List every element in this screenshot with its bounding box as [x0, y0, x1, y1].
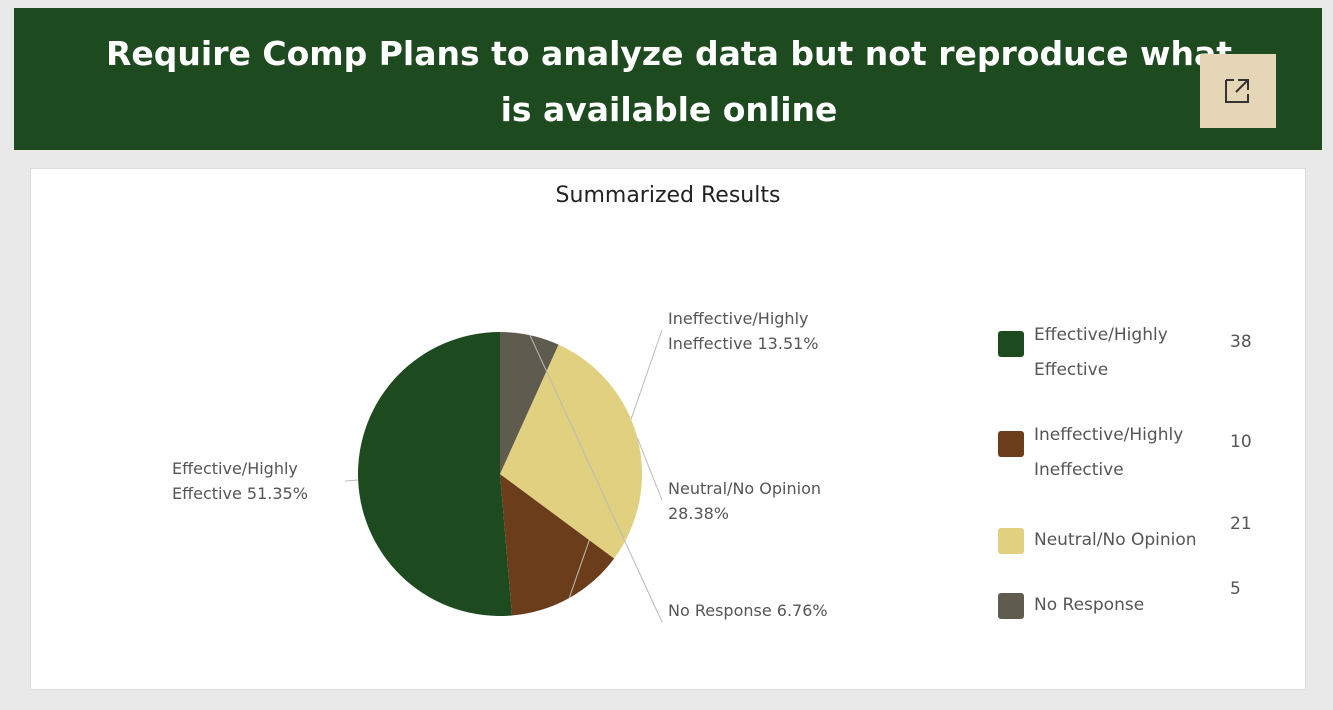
legend-value: 10: [1230, 430, 1252, 455]
pie-slice: [500, 344, 643, 559]
legend-value-text: 10: [1230, 432, 1252, 452]
leader-line: [344, 479, 359, 482]
legend-label: Ineffective/Highly Ineffective: [1034, 418, 1214, 488]
legend-label: Neutral/No Opinion: [1034, 528, 1214, 553]
pie-slice: [500, 332, 559, 474]
legend-value-text: 21: [1230, 514, 1252, 534]
slice-percent: 6.76%: [776, 601, 828, 620]
expand-icon: [1225, 79, 1249, 103]
slice-name: Neutral/No Opinion: [668, 479, 821, 498]
expand-button[interactable]: [1200, 54, 1276, 128]
slice-label: Ineffective/Highly Ineffective 13.51%: [668, 306, 838, 356]
legend-label: Effective/Highly Effective: [1034, 318, 1214, 388]
legend-name: Effective/Highly Effective: [1034, 325, 1168, 380]
legend-name: Neutral/No Opinion: [1034, 530, 1197, 550]
slice-percent: 28.38%: [668, 504, 730, 523]
legend-label: No Response: [1034, 593, 1214, 618]
legend-value: 21: [1230, 512, 1252, 537]
legend-swatch: [998, 528, 1024, 554]
slice-name: Ineffective/Highly Ineffective: [668, 309, 809, 353]
legend-name: No Response: [1034, 595, 1145, 615]
legend-swatch: [998, 331, 1024, 357]
slice-percent: 51.35%: [246, 484, 308, 503]
leader-line: [529, 334, 663, 623]
legend-value-text: 5: [1230, 579, 1241, 599]
leader-line: [636, 438, 663, 501]
slice-label: Neutral/No Opinion 28.38%: [668, 476, 838, 526]
legend-swatch: [998, 431, 1024, 457]
legend-value: 38: [1230, 330, 1252, 355]
chart-title: Summarized Results: [555, 183, 781, 208]
legend-swatch: [998, 593, 1024, 619]
slice-label: Effective/Highly Effective 51.35%: [172, 456, 322, 506]
slice-label: No Response 6.76%: [668, 598, 838, 623]
legend-name: Ineffective/Highly Ineffective: [1034, 425, 1184, 480]
pie-slice: [358, 332, 513, 616]
slice-percent: 13.51%: [757, 334, 819, 353]
header-title: Require Comp Plans to analyze data but n…: [105, 34, 1233, 129]
chart-panel: Summarized Results: [30, 168, 1306, 690]
slice-name: Effective/Highly Effective: [172, 459, 298, 503]
slice-name: No Response: [668, 601, 772, 620]
header: Require Comp Plans to analyze data but n…: [14, 8, 1322, 150]
legend-value-text: 38: [1230, 332, 1252, 352]
legend-value: 5: [1230, 577, 1241, 602]
pie-slice: [500, 474, 615, 616]
